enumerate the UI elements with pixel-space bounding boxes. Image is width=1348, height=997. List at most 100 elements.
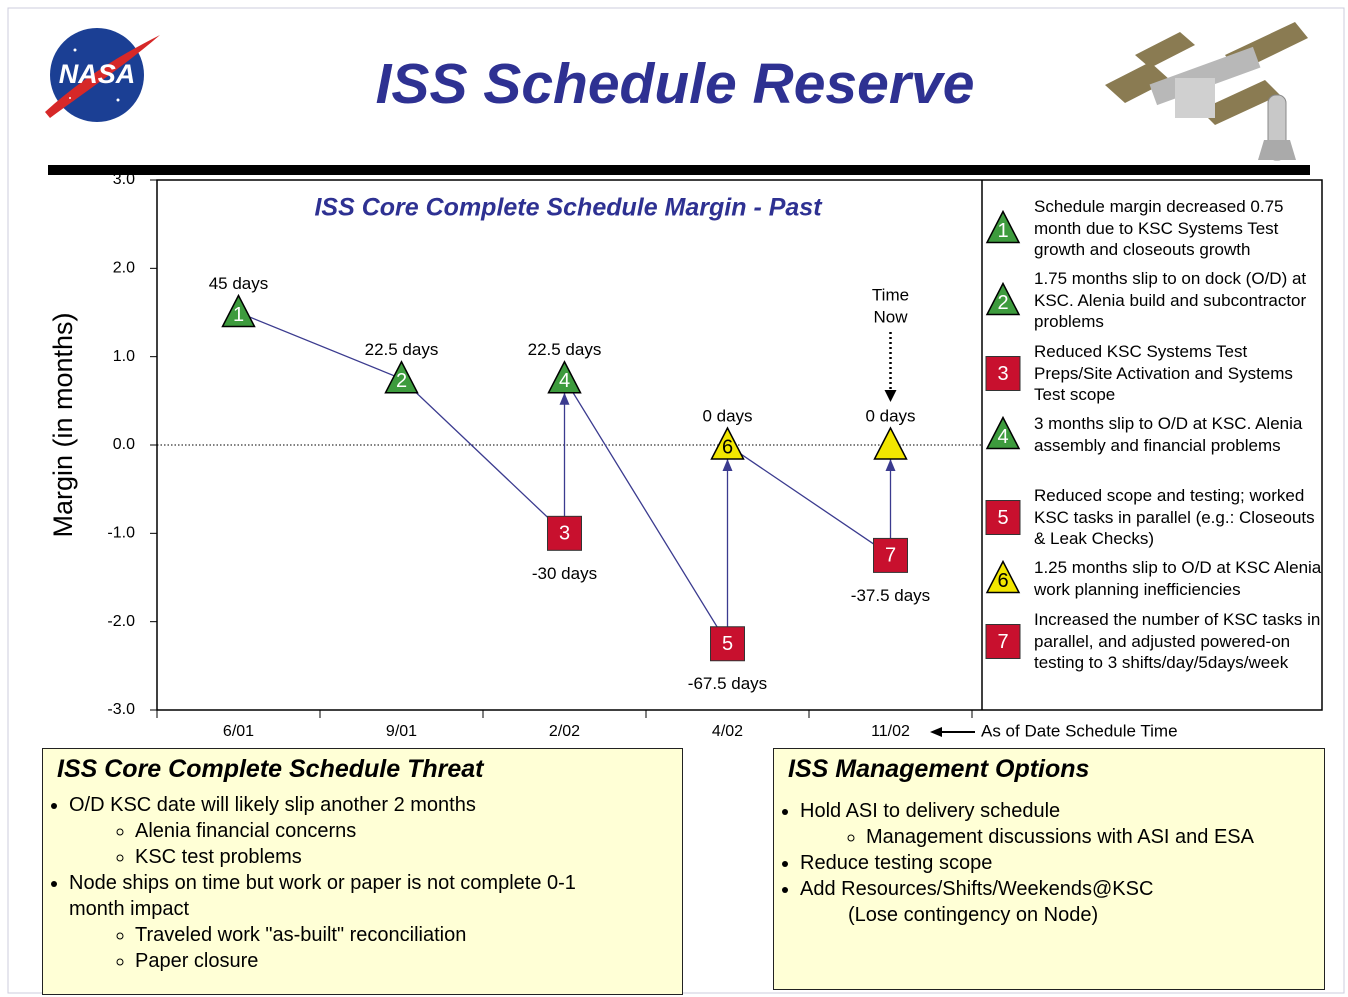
legend-text: 1.75 months slip to on dock (O/D) at KSC… (1034, 269, 1307, 331)
x-annotation: As of Date Schedule Time (981, 721, 1178, 740)
value-label: -30 days (532, 564, 597, 583)
legend-marker-shape (985, 281, 1021, 316)
legend-marker-shape (985, 624, 1021, 659)
options-list: Hold ASI to delivery scheduleManagement … (774, 798, 1324, 928)
value-label: 22.5 days (365, 340, 439, 359)
x-tick-label: 9/01 (386, 723, 417, 740)
x-tick-label: 2/02 (549, 723, 580, 740)
legend-marker-shape (985, 356, 1021, 391)
legend-marker: 3 (985, 356, 1021, 391)
legend-text: Reduced scope and testing; worked KSC ta… (1034, 486, 1315, 548)
legend-marker-label: 7 (997, 631, 1008, 653)
margin-line (238, 311, 892, 647)
legend-marker: 7 (985, 624, 1021, 659)
legend-marker-shape (985, 209, 1021, 244)
y-tick-label: -1.0 (107, 525, 135, 542)
legend-marker: 6 (985, 559, 1021, 594)
sub-list: Alenia financial concernsKSC test proble… (69, 818, 629, 870)
point-marker-shape (384, 360, 419, 394)
legend-text: 1.25 months slip to O/D at KSC Alenia wo… (1034, 558, 1322, 599)
point-marker: 6 (710, 426, 745, 460)
point-marker-shape (710, 626, 745, 662)
point-marker-label: 2 (396, 370, 407, 392)
sub-bullet-item: Alenia financial concerns (135, 818, 629, 844)
legend-marker-label: 2 (997, 292, 1008, 314)
legend-marker: 1 (985, 209, 1021, 244)
point-marker-label: 5 (722, 633, 733, 655)
annotation-arrowhead (930, 727, 942, 737)
value-label: 0 days (702, 406, 752, 425)
bullet-item: Add Resources/Shifts/Weekends@KSC (Lose c… (800, 876, 1324, 928)
value-label: 0 days (865, 406, 915, 425)
y-tick-label: 2.0 (113, 260, 135, 277)
point-marker: 2 (384, 360, 419, 394)
chart-title: ISS Core Complete Schedule Margin - Past (314, 194, 823, 222)
value-label: -37.5 days (851, 586, 930, 605)
legend-marker: 5 (985, 500, 1021, 535)
time-now-arrowhead (884, 390, 897, 402)
point-marker: 7 (873, 537, 908, 573)
legend-text: Increased the number of KSC tasks in par… (1034, 610, 1321, 672)
bullet-item: Node ships on time but work or paper is … (69, 870, 629, 974)
value-label: 45 days (209, 274, 269, 293)
bullet-text: Reduce testing scope (800, 852, 993, 874)
x-tick-label: 4/02 (712, 723, 743, 740)
recovery-arrowhead (885, 459, 896, 471)
bullet-item: O/D KSC date will likely slip another 2 … (69, 792, 629, 870)
y-tick-label: -3.0 (107, 701, 135, 718)
sub-bullet-item: KSC test problems (135, 844, 629, 870)
time-now-label: Time (872, 285, 909, 304)
nasa-logo: NASA (45, 28, 160, 122)
point-marker-label: 6 (722, 436, 733, 458)
point-marker (873, 426, 908, 460)
legend-marker-shape (985, 415, 1021, 450)
slide-title: ISS Schedule Reserve (376, 52, 975, 116)
bullet-text: O/D KSC date will likely slip another 2 … (69, 794, 476, 816)
point-marker-shape (710, 426, 745, 460)
time-now-label: Now (873, 307, 908, 326)
bullet-text: Hold ASI to delivery schedule (800, 800, 1061, 822)
sub-bullet-item: Paper closure (135, 948, 629, 974)
legend-marker-shape (985, 500, 1021, 535)
x-tick-label: 6/01 (223, 723, 254, 740)
y-tick-label: 1.0 (113, 348, 135, 365)
point-marker-shape (221, 293, 256, 328)
station-image (1105, 22, 1308, 161)
bullet-text: Add Resources/Shifts/Weekends@KSC (800, 878, 1154, 900)
header-rule (48, 165, 1310, 175)
sub-list: Traveled work "as-built" reconciliationP… (69, 922, 629, 974)
legend-marker-label: 5 (997, 507, 1008, 529)
legend-marker: 4 (985, 415, 1021, 450)
legend-text: Schedule margin decreased 0.75 month due… (1034, 197, 1284, 259)
sub-bullet-item: Management discussions with ASI and ESA (866, 824, 1324, 850)
point-marker: 5 (710, 626, 745, 662)
options-title: ISS Management Options (788, 755, 1090, 783)
bullet-item: Reduce testing scope (800, 850, 1324, 876)
value-label: 22.5 days (528, 340, 602, 359)
legend-marker-label: 6 (997, 570, 1008, 592)
point-marker-label: 3 (559, 523, 570, 545)
legend-text: 3 months slip to O/D at KSC. Alenia asse… (1034, 414, 1303, 455)
recovery-arrowhead (722, 459, 733, 471)
point-marker-shape (873, 537, 908, 573)
recovery-arrowhead (559, 392, 570, 405)
options-box: ISS Management Options Hold ASI to deliv… (773, 748, 1325, 990)
value-label: -67.5 days (688, 674, 767, 693)
bullet-item: Hold ASI to delivery scheduleManagement … (800, 798, 1324, 850)
point-marker-shape (547, 515, 582, 551)
y-tick-label: -2.0 (107, 613, 135, 630)
point-marker-label: 1 (233, 304, 244, 326)
point-marker-label: 4 (559, 370, 570, 392)
point-marker-shape (547, 360, 582, 394)
legend-text: Reduced KSC Systems Test Preps/Site Acti… (1034, 342, 1293, 404)
logo-text: NASA (59, 59, 136, 89)
x-tick-label: 11/02 (871, 723, 910, 740)
point-marker-label: 7 (885, 545, 896, 567)
y-tick-label: 3.0 (113, 171, 135, 188)
legend-marker-label: 1 (997, 220, 1008, 242)
legend-marker-label: 4 (997, 426, 1008, 448)
point-marker: 3 (547, 515, 582, 551)
y-axis-label: Margin (in months) (48, 312, 78, 537)
threat-box: ISS Core Complete Schedule Threat O/D KS… (42, 748, 683, 995)
